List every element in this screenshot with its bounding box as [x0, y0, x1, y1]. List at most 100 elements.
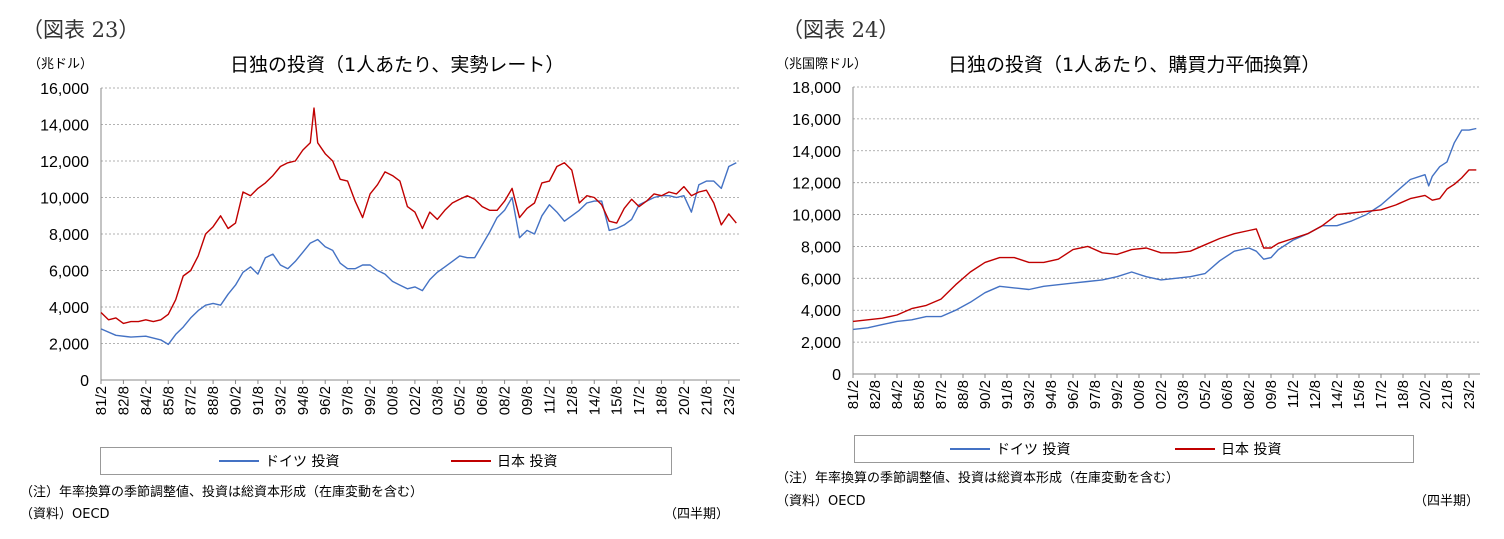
x-tick-label: 09/8	[519, 386, 536, 415]
x-tick-label: 21/8	[1439, 380, 1456, 409]
x-tick-label: 97/8	[1087, 380, 1104, 409]
x-tick-label: 81/2	[93, 386, 110, 415]
x-tick-label: 87/2	[933, 380, 950, 409]
y-tick-label: 16,000	[40, 81, 89, 98]
y-tick-label: 12,000	[792, 176, 841, 193]
x-tick-label: 09/8	[1263, 380, 1280, 409]
y-tick-label: 2,000	[49, 337, 89, 354]
x-tick-label: 23/2	[1461, 380, 1478, 409]
legend-item-japan: 日本 投資	[1175, 436, 1281, 462]
series-line-japan	[100, 107, 737, 325]
y-tick-label: 12,000	[40, 154, 89, 171]
x-tick-label: 85/8	[911, 380, 928, 409]
x-tick-label: 03/8	[1175, 380, 1192, 409]
x-tick-label: 17/2	[1373, 380, 1390, 409]
x-tick-label: 12/8	[564, 386, 581, 415]
legend: ドイツ 投資 日本 投資	[100, 447, 672, 475]
x-tick-label: 96/2	[1065, 380, 1082, 409]
legend-item-japan: 日本 投資	[451, 448, 557, 474]
y-tick-label: 8,000	[49, 227, 89, 244]
figure-label: （図表 24）	[782, 18, 900, 42]
x-tick-label: 85/8	[160, 386, 177, 415]
x-tick-label: 02/2	[1153, 380, 1170, 409]
legend-label-germany: ドイツ 投資	[265, 454, 340, 470]
x-tick-label: 93/2	[272, 386, 289, 415]
x-tick-label: 99/2	[1109, 380, 1126, 409]
x-tick-label: 15/8	[609, 386, 626, 415]
x-tick-label: 97/8	[340, 386, 357, 415]
x-tick-label: 88/8	[955, 380, 972, 409]
y-tick-label: 0	[832, 367, 841, 384]
x-tick-label: 82/8	[867, 380, 884, 409]
y-tick-label: 6,000	[801, 271, 841, 288]
x-tick-label: 21/8	[698, 386, 715, 415]
x-tick-label: 84/2	[138, 386, 155, 415]
x-tick-label: 06/8	[474, 386, 491, 415]
x-tick-label: 88/8	[205, 386, 222, 415]
x-tick-label: 18/8	[654, 386, 671, 415]
x-tick-label: 00/8	[1131, 380, 1148, 409]
x-tick-label: 91/8	[999, 380, 1016, 409]
y-tick-label: 18,000	[792, 80, 841, 97]
x-tick-label: 02/2	[407, 386, 424, 415]
x-tick-label: 11/2	[541, 386, 558, 414]
y-tick-label: 10,000	[40, 191, 89, 208]
x-tick-label: 20/2	[676, 386, 693, 415]
series-line-germany	[852, 127, 1477, 331]
x-tick-label: 05/2	[1197, 380, 1214, 409]
y-tick-label: 8,000	[801, 239, 841, 256]
legend-swatch-germany	[219, 460, 259, 462]
x-tick-label: 93/2	[1021, 380, 1038, 409]
legend-label-japan: 日本 投資	[1221, 442, 1282, 458]
x-tick-label: 90/2	[977, 380, 994, 409]
x-tick-label: 87/2	[183, 386, 200, 415]
x-tick-label: 96/2	[317, 386, 334, 415]
x-tick-label: 05/2	[452, 386, 469, 415]
y-tick-label: 4,000	[801, 303, 841, 320]
period-label: （四半期）	[664, 507, 730, 522]
x-tick-label: 20/2	[1417, 380, 1434, 409]
x-tick-label: 84/2	[889, 380, 906, 409]
legend-item-germany: ドイツ 投資	[950, 436, 1070, 462]
y-axis-unit: （兆ドル）	[28, 57, 94, 72]
legend: ドイツ 投資 日本 投資	[854, 435, 1414, 463]
x-tick-label: 08/2	[497, 386, 514, 415]
legend-item-germany: ドイツ 投資	[219, 448, 339, 474]
footnote: （注）年率換算の季節調整値、投資は総資本形成（在庫変動を含む）	[20, 485, 424, 500]
y-tick-label: 4,000	[49, 300, 89, 317]
x-tick-label: 14/2	[586, 386, 603, 415]
x-tick-label: 94/8	[1043, 380, 1060, 409]
x-tick-label: 17/2	[631, 386, 648, 415]
x-tick-label: 91/8	[250, 386, 267, 415]
y-tick-label: 6,000	[49, 264, 89, 281]
x-tick-label: 90/2	[228, 386, 245, 415]
series-line-germany	[100, 162, 737, 346]
y-tick-label: 2,000	[801, 335, 841, 352]
chart-plot: 0 2,000 4,000 6,000 8,000 10,000 12,000 14,000 1…	[40, 81, 740, 415]
legend-label-japan: 日本 投資	[497, 454, 558, 470]
x-tick-label: 00/8	[384, 386, 401, 415]
x-tick-label: 81/2	[845, 380, 862, 409]
x-tick-label: 06/8	[1219, 380, 1236, 409]
x-tick-label: 82/8	[115, 386, 132, 415]
y-tick-label: 14,000	[40, 118, 89, 135]
x-tick-label: 03/8	[429, 386, 446, 415]
chart-title: 日独の投資（1人あたり、実勢レート）	[230, 54, 565, 76]
series-line-japan	[852, 169, 1477, 323]
x-tick-label: 23/2	[721, 386, 738, 415]
source-note: （資料）OECD	[776, 494, 866, 509]
y-tick-label: 10,000	[792, 208, 841, 225]
x-tick-label: 08/2	[1241, 380, 1258, 409]
legend-swatch-japan	[451, 460, 491, 462]
x-tick-label: 12/8	[1307, 380, 1324, 409]
chart-panel-24: （図表 24） 日独の投資（1人あたり、購買力平価換算） （兆国際ドル） 0 2,…	[752, 0, 1504, 539]
chart-plot: 0 2,000 4,000 6,000 8,000 10,000 12,000 14,000 1…	[792, 80, 1480, 409]
x-tick-label: 14/2	[1329, 380, 1346, 409]
chart-panel-23: （図表 23） 日独の投資（1人あたり、実勢レート） （兆ドル） 0 2,000 4…	[20, 18, 740, 522]
x-tick-label: 15/8	[1351, 380, 1368, 409]
period-label: （四半期）	[1414, 494, 1480, 509]
x-tick-label: 94/8	[295, 386, 312, 415]
legend-label-germany: ドイツ 投資	[996, 442, 1071, 458]
figure-label: （図表 23）	[22, 18, 140, 42]
source-note: （資料）OECD	[20, 507, 110, 522]
